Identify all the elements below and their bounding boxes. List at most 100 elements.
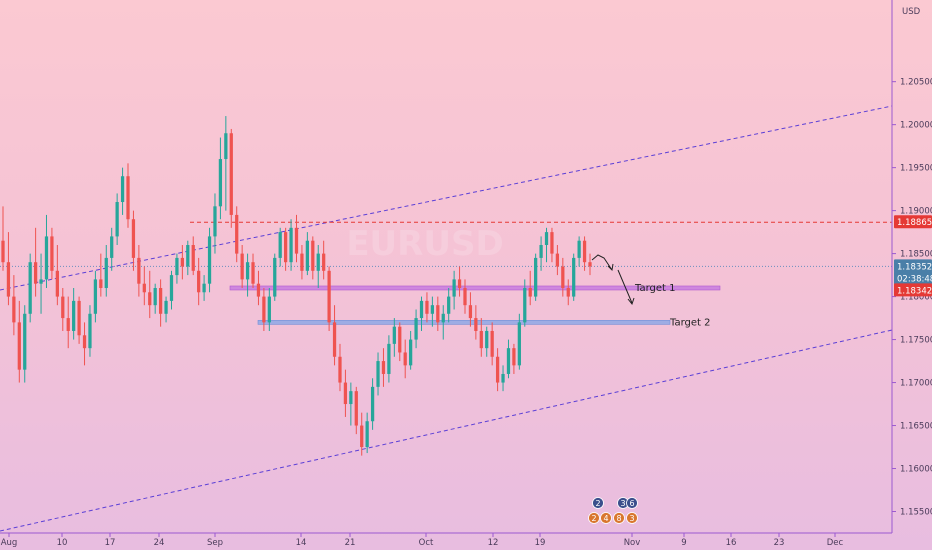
candle-body[interactable]	[566, 287, 570, 297]
channel-upper-line[interactable]	[0, 105, 893, 291]
candle-body[interactable]	[164, 300, 168, 314]
candle-body[interactable]	[550, 232, 554, 254]
candle-body[interactable]	[468, 305, 473, 319]
candle-body[interactable]	[316, 253, 320, 271]
candle-body[interactable]	[289, 227, 293, 263]
candle-body[interactable]	[490, 330, 494, 357]
candle-body[interactable]	[191, 245, 195, 271]
candle-body[interactable]	[267, 296, 271, 323]
candle-body[interactable]	[447, 296, 451, 314]
candle-body[interactable]	[338, 356, 342, 383]
candle-body[interactable]	[311, 240, 315, 271]
candle-body[interactable]	[6, 262, 11, 297]
candle-body[interactable]	[528, 287, 532, 297]
candle-body[interactable]	[240, 253, 244, 280]
candle-body[interactable]	[72, 300, 76, 331]
candle-body[interactable]	[256, 283, 261, 297]
candle-body[interactable]	[197, 270, 201, 293]
candle-body[interactable]	[245, 262, 250, 280]
candle-body[interactable]	[66, 318, 70, 331]
candle-body[interactable]	[17, 322, 21, 370]
candle-body[interactable]	[457, 279, 462, 288]
candle-body[interactable]	[180, 257, 184, 267]
candle-body[interactable]	[474, 318, 478, 331]
candle-body[interactable]	[99, 279, 103, 288]
candle-body[interactable]	[283, 232, 288, 263]
candle-body[interactable]	[93, 279, 98, 314]
candle-body[interactable]	[572, 257, 576, 297]
candle-body[interactable]	[1, 240, 5, 263]
candle-body[interactable]	[61, 296, 65, 319]
candle-body[interactable]	[463, 287, 467, 306]
candle-body[interactable]	[506, 348, 511, 374]
candle-body[interactable]	[229, 133, 233, 215]
candle-body[interactable]	[539, 245, 543, 258]
projection-arrows[interactable]	[591, 254, 635, 306]
candle-body[interactable]	[169, 275, 174, 301]
candle-body[interactable]	[262, 296, 266, 323]
event-badge[interactable]	[626, 512, 638, 524]
candle-body[interactable]	[300, 253, 304, 271]
candle-body[interactable]	[577, 240, 581, 258]
candle-body[interactable]	[23, 313, 27, 370]
candle-body[interactable]	[120, 176, 125, 203]
event-badge[interactable]	[626, 497, 638, 509]
candle-body[interactable]	[251, 262, 255, 284]
candle-body[interactable]	[115, 202, 119, 237]
candle-body[interactable]	[327, 270, 331, 323]
candle-body[interactable]	[55, 270, 59, 297]
candle-body[interactable]	[273, 257, 277, 297]
candle-body[interactable]	[332, 322, 337, 357]
candle-body[interactable]	[39, 279, 43, 284]
candle-body[interactable]	[77, 300, 81, 336]
candle-body[interactable]	[28, 262, 32, 314]
candle-body[interactable]	[370, 386, 375, 422]
candle-body[interactable]	[218, 159, 223, 207]
target1-zone[interactable]	[229, 285, 721, 291]
candle-body[interactable]	[343, 382, 348, 405]
candle-body[interactable]	[452, 279, 456, 297]
candle-body[interactable]	[235, 214, 239, 254]
candle-body[interactable]	[104, 257, 108, 288]
candle-body[interactable]	[588, 262, 592, 267]
candle-body[interactable]	[82, 335, 87, 349]
candle-body[interactable]	[561, 266, 565, 288]
channel-lower-line[interactable]	[0, 329, 893, 532]
candle-body[interactable]	[419, 300, 424, 319]
candle-body[interactable]	[153, 287, 157, 306]
target2-zone[interactable]	[257, 320, 671, 325]
candle-body[interactable]	[392, 326, 396, 344]
candle-body[interactable]	[305, 240, 310, 271]
candle-body[interactable]	[409, 339, 413, 366]
event-badge[interactable]	[588, 512, 600, 524]
candle-body[interactable]	[403, 352, 407, 366]
candle-body[interactable]	[582, 240, 587, 263]
candle-body[interactable]	[202, 283, 206, 293]
candle-body[interactable]	[126, 176, 130, 220]
candle-body[interactable]	[381, 361, 386, 374]
candle-body[interactable]	[186, 245, 190, 267]
event-badge[interactable]	[613, 512, 625, 524]
candle-body[interactable]	[414, 318, 418, 340]
candle-body[interactable]	[142, 283, 146, 293]
candle-body[interactable]	[131, 219, 136, 258]
candle-body[interactable]	[523, 287, 527, 323]
target1-label[interactable]: Target 1	[634, 283, 675, 294]
event-badge[interactable]	[592, 497, 604, 509]
candle-body[interactable]	[110, 236, 114, 258]
candle-body[interactable]	[544, 232, 549, 246]
candle-body[interactable]	[213, 206, 217, 237]
candle-body[interactable]	[517, 322, 521, 366]
candle-body[interactable]	[360, 425, 364, 448]
candle-body[interactable]	[354, 391, 358, 426]
candle-body[interactable]	[349, 391, 353, 405]
candle-body[interactable]	[148, 292, 152, 306]
candle-body[interactable]	[534, 257, 538, 297]
candle-body[interactable]	[12, 296, 16, 323]
candle-body[interactable]	[479, 330, 483, 349]
candle-body[interactable]	[33, 262, 38, 284]
candle-body[interactable]	[555, 253, 560, 267]
candle-body[interactable]	[441, 313, 445, 323]
